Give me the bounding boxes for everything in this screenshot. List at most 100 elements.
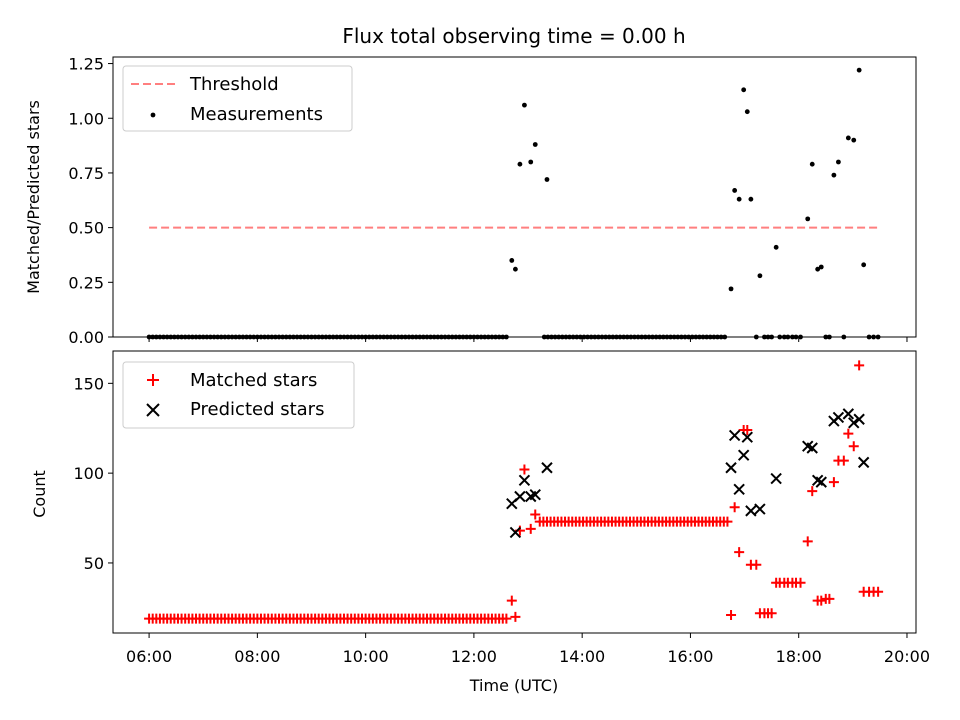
predicted-star-point (806, 442, 818, 454)
measurement-point (851, 137, 857, 143)
predicted-star-point (733, 483, 745, 496)
top-y-tick-label: 0.00 (68, 328, 104, 347)
predicted-star-point (832, 411, 845, 424)
legend-matched-label: Matched stars (190, 370, 317, 391)
top-y-tick-label: 0.50 (68, 219, 104, 238)
measurement-point (861, 262, 867, 268)
bottom-axes-frame (112, 350, 917, 634)
legend-measurements-swatch (150, 112, 156, 118)
bottom-y-tick-label: 50 (84, 554, 104, 573)
measurement-point (809, 161, 815, 167)
matched-star-point (519, 464, 530, 475)
x-tick-label: 16:00 (667, 647, 713, 666)
legend-predicted-label: Predicted stars (190, 399, 324, 420)
matched-star-point (802, 536, 813, 547)
top-axes-frame (112, 56, 917, 338)
measurement-point (522, 102, 527, 108)
matched-star-point (734, 547, 745, 558)
matched-star-point (501, 613, 512, 624)
predicted-star-point (745, 505, 757, 517)
x-tick-label: 14:00 (559, 647, 605, 666)
predicted-star-point (853, 413, 865, 425)
top-y-axis-label: Matched/Predicted stars (24, 100, 43, 294)
matched-star-point (506, 595, 517, 606)
matched-star-point (726, 610, 737, 621)
top-legend: Threshold Measurements (122, 65, 353, 132)
bottom-legend: Matched stars Predicted stars (122, 361, 355, 429)
predicted-star-point (518, 474, 531, 487)
matched-star-point (742, 425, 753, 436)
x-tick-label: 10:00 (343, 647, 389, 666)
matched-star-point (838, 455, 849, 466)
x-tick-label: 12:00 (451, 647, 497, 666)
legend-threshold-label: Threshold (189, 74, 279, 95)
matched-star-point (525, 523, 536, 534)
predicted-star-point (725, 462, 737, 474)
predicted-star-point (741, 431, 753, 443)
top-legend-box (122, 65, 353, 132)
predicted-star-point (541, 462, 553, 474)
matched-star-point (816, 595, 827, 606)
matched-star-point (722, 516, 733, 527)
x-tick-label: 06:00 (126, 647, 172, 666)
bottom-y-tick-label: 100 (73, 464, 104, 483)
bottom-legend-box (122, 361, 355, 429)
matched-star-point (530, 509, 541, 520)
bottom-y-tick-label: 150 (73, 374, 104, 393)
matched-star-point (751, 559, 762, 570)
matched-star-point (824, 593, 835, 604)
chart-title: Flux total observing time = 0.00 h (342, 24, 685, 48)
matched-star-point (766, 608, 777, 619)
bottom-plot-marks (144, 360, 884, 624)
matched-star-point (854, 360, 865, 371)
predicted-star-point (728, 429, 741, 442)
measurement-point (831, 172, 837, 178)
matched-star-point (848, 441, 859, 452)
x-tick-label: 20:00 (884, 647, 930, 666)
predicted-star-point (514, 490, 526, 503)
measurement-point (532, 142, 538, 147)
predicted-star-point (842, 408, 855, 420)
x-tick-label: 08:00 (234, 647, 280, 666)
predicted-star-point (529, 488, 541, 501)
top-axis-ticks: 0.00 0.25 0.50 0.75 1.00 1.25 (68, 55, 908, 347)
matched-star-point (828, 477, 839, 488)
x-axis-label: Time (UTC) (469, 676, 558, 695)
bottom-panel: Count Time (UTC) 06:00 08:00 10:00 12:00 14:… (30, 350, 930, 695)
predicted-star-point (857, 456, 870, 469)
matched-star-point (873, 586, 884, 597)
measurement-point (748, 196, 754, 202)
measurement-point (773, 244, 779, 250)
measurement-point (736, 196, 742, 202)
matched-star-point (729, 502, 740, 513)
legend-measurements-label: Measurements (190, 104, 323, 125)
matched-star-point (795, 577, 806, 588)
measurement-point (728, 286, 734, 292)
legend-predicted-swatch (146, 403, 160, 417)
measurement-point (815, 266, 821, 272)
x-tick-label: 18:00 (776, 647, 822, 666)
measurement-point (544, 177, 550, 182)
measurement-point (528, 159, 534, 165)
legend-matched-swatch (147, 374, 159, 386)
top-panel: Flux total observing time = 0.00 h Match… (24, 24, 917, 347)
measurement-point (744, 109, 750, 115)
predicted-star-point (770, 472, 782, 485)
measurement-point (517, 161, 523, 167)
top-y-tick-label: 1.25 (68, 55, 104, 74)
measurement-point (509, 258, 515, 263)
predicted-star-point (815, 476, 827, 488)
measurement-point (856, 67, 862, 73)
bottom-y-axis-label: Count (30, 470, 49, 518)
predicted-star-point (848, 417, 860, 429)
measurement-point (805, 216, 811, 222)
measurement-point (757, 273, 763, 279)
predicted-star-point (737, 449, 750, 461)
matched-star-point (807, 486, 818, 497)
predicted-star-point (754, 503, 766, 515)
bottom-axis-ticks: 06:00 08:00 10:00 12:00 14:00 16:00 18:00 20:00… (73, 374, 930, 666)
matched-star-point (510, 611, 521, 622)
top-y-tick-label: 1.00 (68, 109, 104, 128)
measurement-point (732, 188, 738, 193)
